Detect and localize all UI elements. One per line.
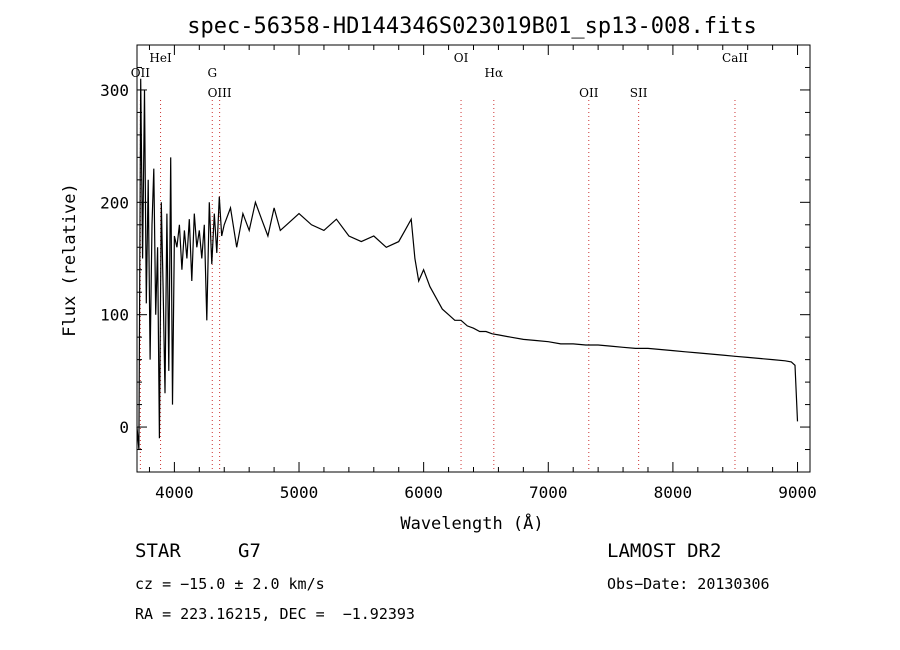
y-tick-label: 200 [100, 193, 129, 212]
spectral-line-label: OII [579, 86, 599, 100]
x-tick-label: 5000 [280, 483, 319, 502]
redshift-cz: cz = −15.0 ± 2.0 km/s [135, 575, 325, 593]
y-axis-label: Flux (relative) [60, 183, 80, 337]
spectral-line-label: G [207, 66, 217, 80]
survey-name: LAMOST DR2 [607, 540, 722, 562]
chart-title: spec-56358-HD144346S023019B01_sp13-008.f… [187, 14, 757, 39]
x-tick-label: 9000 [778, 483, 817, 502]
coordinates: RA = 223.16215, DEC = −1.92393 [135, 605, 415, 623]
spectral-line-label: SII [630, 86, 648, 100]
x-axis-ticks: 4000 5000 6000 7000 8000 9000 [148, 45, 817, 502]
plot-frame [136, 44, 811, 473]
spectral-line-label: Hα [485, 66, 504, 80]
y-tick-label: 300 [100, 81, 129, 100]
object-subclass: G7 [238, 540, 261, 562]
x-tick-label: 6000 [404, 483, 443, 502]
spectral-line-label: CaII [722, 51, 748, 65]
x-tick-label: 4000 [155, 483, 194, 502]
y-tick-label: 0 [119, 418, 129, 437]
x-tick-label: 8000 [654, 483, 693, 502]
spectrum-line [136, 78, 799, 450]
object-class: STAR [135, 540, 181, 562]
spectral-line-label: OII [131, 66, 151, 80]
spectral-line-label: HeI [149, 51, 172, 65]
spectral-line-label: OIII [208, 86, 232, 100]
x-axis-label: Wavelength (Å) [400, 512, 543, 534]
spectral-line-label: OI [454, 51, 469, 65]
x-tick-label: 7000 [529, 483, 568, 502]
y-axis-ticks: 0 100 200 300 [100, 44, 810, 451]
y-tick-label: 100 [100, 306, 129, 325]
observation-date: Obs−Date: 20130306 [607, 575, 770, 593]
